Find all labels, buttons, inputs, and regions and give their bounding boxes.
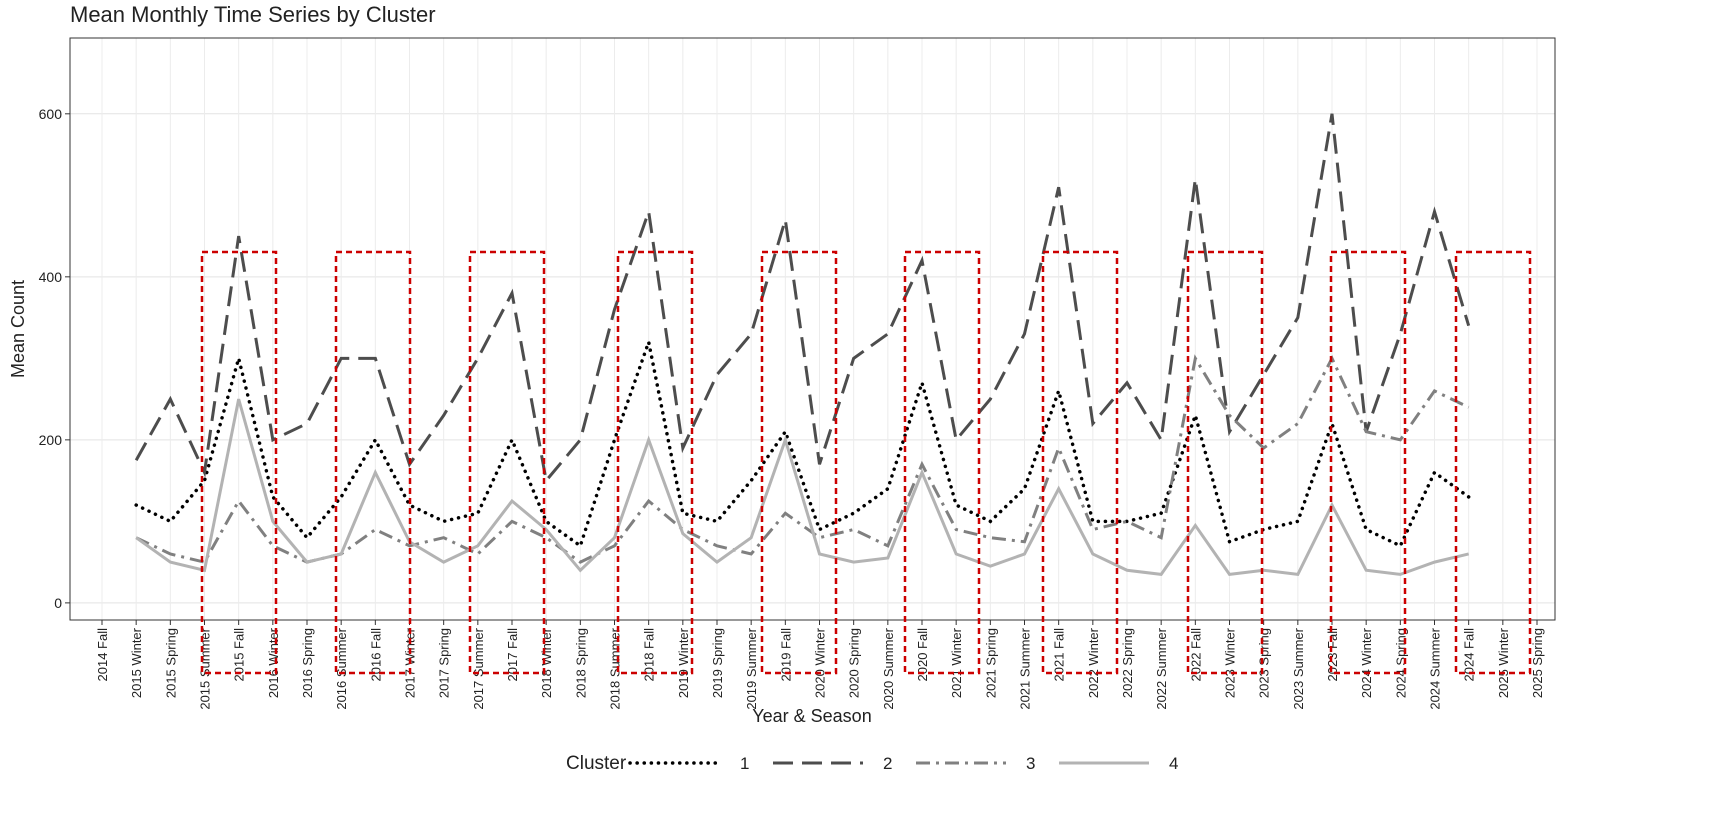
highlight-boxes [200, 250, 1532, 675]
x-tick-label: 2023 Summer [1291, 627, 1306, 709]
x-tick-label: 2020 Fall [915, 628, 930, 682]
x-tick-label: 2016 Fall [368, 628, 383, 682]
x-tick-label: 2017 Fall [505, 628, 520, 682]
grid: 0 200 400 600 2014 Fall 2015 Winter 2015 Sprin… [39, 38, 1555, 710]
x-tick-label: 2018 Fall [642, 628, 657, 682]
legend-label: 3 [1026, 754, 1035, 773]
x-tick-label: 2023 Fall [1325, 628, 1340, 682]
y-tick-label: 0 [54, 595, 62, 611]
y-tick-label: 600 [39, 106, 63, 122]
x-tick-label: 2021 Winter [949, 627, 964, 698]
series-line [134, 113, 1471, 485]
x-tick-label: 2022 Summer [1154, 627, 1169, 709]
highlight-box [616, 250, 694, 675]
x-tick-label: 2021 Summer [1018, 627, 1033, 709]
highlight-box [468, 250, 546, 675]
x-tick-label: 2024 Summer [1428, 627, 1443, 709]
x-tick-label: 2024 Spring [1393, 628, 1408, 698]
x-axis-label: Year & Season [752, 706, 871, 726]
series-line [135, 398, 1470, 576]
x-tick-label: 2025 Winter [1496, 627, 1511, 698]
y-tick-label: 400 [39, 269, 63, 285]
x-tick-label: 2014 Fall [95, 628, 110, 682]
highlight-box [760, 250, 838, 675]
x-tick-label: 2017 Summer [471, 627, 486, 709]
x-tick-label: 2018 Summer [608, 627, 623, 709]
highlight-box [1186, 250, 1264, 675]
legend-title: Cluster [566, 753, 627, 774]
x-tick-label: 2019 Winter [676, 627, 691, 698]
y-axis-label: Mean Count [8, 280, 28, 378]
legend-label: 2 [883, 754, 892, 773]
x-tick-label: 2021 Fall [1052, 628, 1067, 682]
chart-title: Mean Monthly Time Series by Cluster [70, 2, 436, 27]
series-line [135, 354, 1470, 564]
x-tick-label: 2023 Winter [1223, 627, 1238, 698]
x-tick-label: 2022 Fall [1188, 628, 1203, 682]
x-tick-label: 2024 Fall [1462, 628, 1477, 682]
highlight-box [1041, 250, 1119, 675]
y-tick-label: 200 [39, 432, 63, 448]
x-tick-label: 2020 Spring [847, 628, 862, 698]
x-tick-label: 2021 Spring [983, 628, 998, 698]
x-tick-label: 2016 Summer [334, 627, 349, 709]
x-tick-label: 2024 Winter [1359, 627, 1374, 698]
highlight-box [334, 250, 412, 675]
highlight-box [1454, 250, 1532, 675]
x-tick-label: 2015 Spring [163, 628, 178, 698]
x-tick-label: 2016 Winter [266, 627, 281, 698]
legend: Cluster 1 2 3 4 [566, 753, 1178, 774]
legend-label: 4 [1169, 754, 1178, 773]
x-tick-label: 2017 Spring [437, 628, 452, 698]
x-tick-label: 2015 Summer [198, 627, 213, 709]
highlight-box [1329, 250, 1407, 675]
legend-label: 1 [740, 754, 749, 773]
x-tick-label: 2025 Spring [1530, 628, 1545, 698]
x-tick-label: 2020 Summer [881, 627, 896, 709]
x-tick-label: 2016 Spring [300, 628, 315, 698]
highlight-box [200, 250, 278, 675]
x-tick-label: 2022 Spring [1120, 628, 1135, 698]
x-tick-label: 2023 Spring [1257, 628, 1272, 698]
x-tick-label: 2019 Spring [710, 628, 725, 698]
x-tick-label: 2020 Winter [813, 627, 828, 698]
x-tick-label: 2022 Winter [1086, 627, 1101, 698]
x-tick-label: 2015 Fall [232, 628, 247, 682]
x-tick-label: 2015 Winter [129, 627, 144, 698]
plot-border [69, 37, 1556, 621]
x-tick-label: 2019 Summer [744, 627, 759, 709]
series-lines [134, 113, 1471, 576]
x-tick-label: 2018 Spring [573, 628, 588, 698]
highlight-box [903, 250, 981, 675]
x-tick-label: 2019 Fall [778, 628, 793, 682]
x-tick-label: 2018 Winter [539, 627, 554, 698]
